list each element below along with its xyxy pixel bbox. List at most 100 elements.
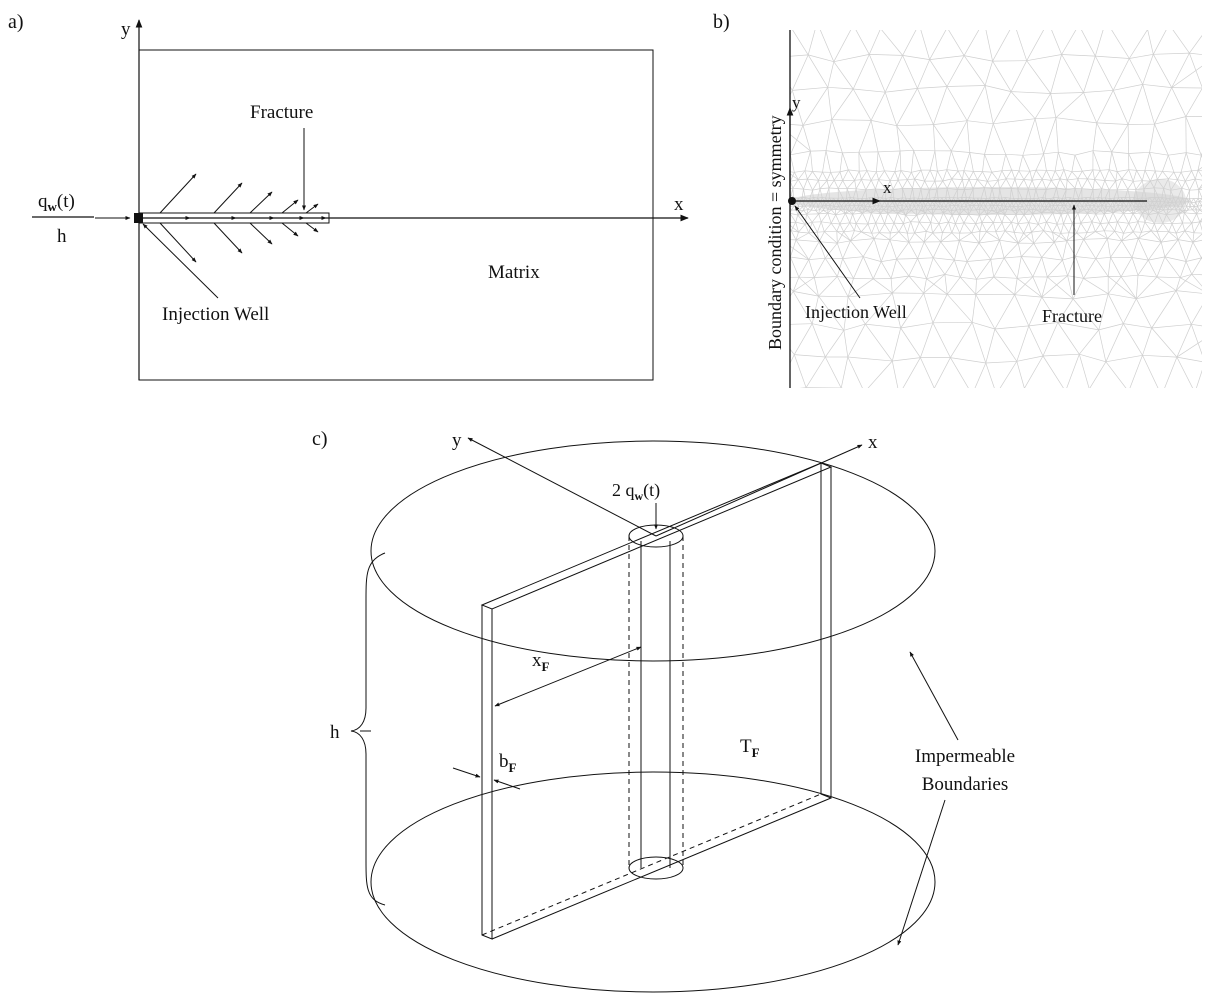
mesh-edge: [1171, 65, 1202, 88]
mesh-edge: [929, 55, 965, 60]
mesh-edge: [865, 292, 893, 325]
mesh-edge: [828, 187, 839, 189]
mesh-edge: [981, 214, 988, 223]
mesh-edge: [1091, 221, 1096, 232]
mesh-edge: [968, 214, 976, 224]
mesh-edge: [1175, 209, 1179, 214]
mesh-edge: [914, 178, 925, 182]
mesh-edge: [1103, 222, 1109, 231]
width-main: b: [499, 751, 509, 772]
mesh-edge: [1148, 214, 1155, 224]
mesh-edge: [929, 30, 947, 60]
mesh-edge: [1034, 93, 1051, 119]
mesh-edge: [870, 120, 879, 152]
mesh-edge: [1092, 150, 1112, 153]
mesh-edge: [995, 222, 1003, 232]
mesh-edge: [1121, 231, 1134, 242]
mesh-edge: [937, 170, 944, 182]
mesh-edge: [974, 362, 987, 388]
mesh-edge: [917, 86, 948, 89]
mesh-edge: [903, 223, 908, 234]
mesh-edge: [798, 206, 800, 211]
mesh-edge: [1181, 188, 1183, 199]
mesh-edge: [1089, 389, 1128, 392]
mesh-edge: [1201, 204, 1202, 206]
mesh-edge: [810, 151, 813, 172]
mesh-edge: [934, 357, 951, 388]
mesh-edge: [1149, 152, 1156, 172]
mesh-edge: [1148, 209, 1154, 215]
mesh-edge: [1057, 298, 1074, 323]
mesh-edge: [843, 222, 851, 232]
mesh-edge: [1043, 221, 1047, 231]
mesh-edge: [1054, 240, 1067, 243]
mesh-edge: [1032, 257, 1043, 277]
mesh-edge: [933, 86, 948, 125]
mesh-edge: [1177, 172, 1182, 180]
mesh-edge: [1063, 213, 1069, 224]
mesh-edge: [791, 90, 804, 126]
mesh-edge: [1017, 223, 1024, 234]
transmissivity-main: T: [740, 736, 752, 757]
mesh-edge: [790, 125, 804, 155]
mesh-edge: [1031, 230, 1044, 233]
mesh-edge: [951, 170, 959, 180]
mesh-edge: [790, 354, 795, 365]
mesh-edge: [932, 214, 940, 224]
mesh-edge: [827, 212, 836, 216]
mesh-edge: [902, 55, 930, 60]
mesh-edge: [884, 170, 891, 181]
mesh-edge: [808, 259, 815, 278]
mesh-edge: [808, 209, 812, 211]
mesh-edge: [1182, 212, 1185, 224]
mesh-edge: [1203, 222, 1207, 233]
mesh-edge: [1168, 152, 1187, 156]
mesh-edge: [1207, 222, 1213, 231]
mesh-edge: [890, 278, 893, 294]
mesh-edge: [1164, 239, 1179, 258]
mesh-edge: [1042, 353, 1080, 357]
mesh-edge: [790, 245, 810, 260]
well-label: Injection Well: [162, 304, 269, 325]
mesh-edge: [818, 213, 822, 222]
mesh-edge: [1135, 298, 1153, 329]
mesh-edge: [1175, 222, 1183, 234]
mesh-edge: [1038, 221, 1047, 225]
mesh-edge: [860, 223, 869, 233]
mesh-edge: [808, 241, 820, 260]
mesh-edge: [872, 278, 893, 294]
mesh-edge: [1026, 54, 1062, 62]
mesh-edge: [1163, 178, 1169, 189]
mesh-edge: [1148, 212, 1159, 215]
mesh-edge: [1185, 170, 1192, 182]
svg-text:qw(t): qw(t): [38, 191, 75, 214]
mesh-edge: [942, 180, 948, 189]
mesh-edge: [896, 258, 910, 277]
mesh-edge: [933, 124, 936, 151]
mesh-edge: [803, 178, 808, 190]
mesh-edge: [1033, 243, 1043, 258]
mesh-edge: [792, 291, 813, 324]
mesh-edge: [1137, 274, 1157, 278]
mesh-edge: [825, 150, 843, 154]
mesh-edge: [900, 327, 921, 358]
mesh-edge: [1199, 209, 1202, 213]
mesh-edge: [850, 231, 862, 242]
mesh-edge: [1054, 170, 1061, 180]
mesh-edge: [1135, 275, 1139, 299]
mesh-edge: [881, 24, 920, 29]
mesh-edge: [1205, 210, 1208, 214]
mesh-edge: [1023, 214, 1029, 223]
mesh-edge: [910, 215, 918, 222]
mesh-edge: [833, 171, 841, 181]
mesh-edge: [825, 330, 845, 358]
mesh-edge: [1178, 209, 1181, 214]
mesh-edge: [1121, 274, 1139, 278]
mesh-edge: [843, 330, 849, 358]
mesh-edge: [985, 360, 1017, 364]
mesh-edge: [792, 187, 804, 190]
mesh-edge: [1066, 179, 1076, 189]
mesh-edge: [1137, 221, 1145, 223]
mesh-edge: [1142, 212, 1146, 223]
mesh-edge: [917, 88, 934, 125]
